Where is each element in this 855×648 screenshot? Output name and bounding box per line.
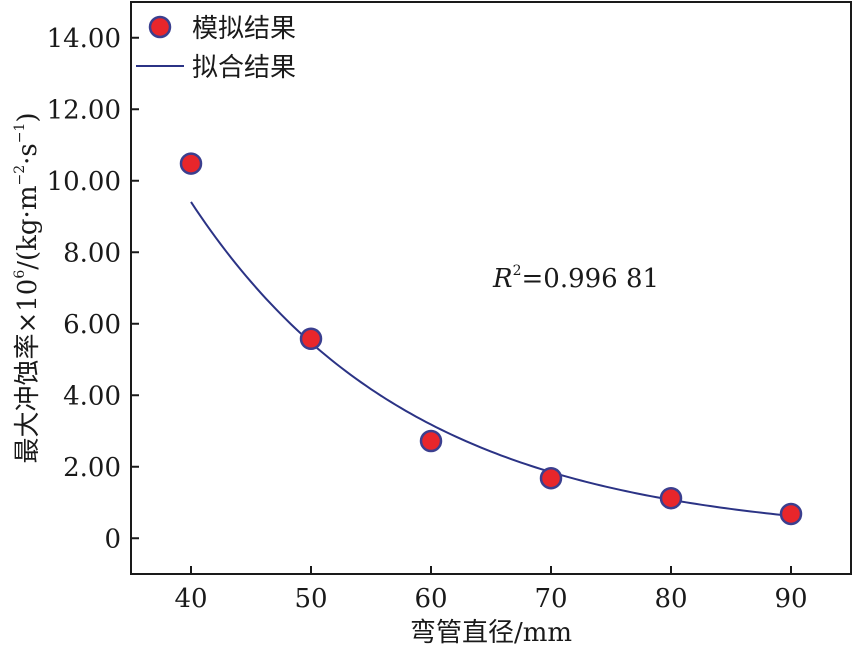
x-tick-label: 80 (654, 584, 687, 614)
x-tick-label: 40 (174, 584, 207, 614)
data-point (779, 502, 803, 526)
y-axis-title: 最大冲蚀率×106/(kg·m−2·s−1) (12, 112, 43, 463)
y-tick-label: 4.00 (63, 381, 121, 411)
data-point (659, 486, 683, 510)
x-tick-label: 90 (774, 584, 807, 614)
y-tick-label: 14.00 (47, 24, 121, 54)
y-tick-label: 8.00 (63, 238, 121, 268)
y-title-unit-exp-b: −1 (12, 123, 28, 144)
y-tick-label: 10.00 (47, 167, 121, 197)
y-tick-label: 6.00 (63, 310, 121, 340)
legend-label-points: 模拟结果 (192, 14, 296, 44)
y-title-unit-a: /(kg·m (13, 186, 43, 270)
data-point (419, 429, 443, 453)
data-points (179, 152, 803, 526)
r-squared-annotation: R2=0.996 81 (492, 263, 659, 294)
plot-frame (130, 1, 852, 575)
x-axis-title: 弯管直径/mm (410, 618, 572, 648)
data-point (299, 327, 323, 351)
fit-line (190, 201, 792, 517)
y-axis-title-group: 最大冲蚀率×106/(kg·m−2·s−1) (12, 112, 43, 463)
x-tick-label: 50 (294, 584, 327, 614)
data-point (539, 466, 563, 490)
y-tick-label: 2.00 (63, 453, 121, 483)
legend: 模拟结果 拟合结果 (136, 14, 296, 83)
r-value: =0.996 81 (522, 264, 660, 294)
r-exponent: 2 (513, 263, 522, 279)
y-title-main: 最大冲蚀率×10 (13, 279, 43, 464)
x-tick-label: 60 (414, 584, 447, 614)
r-symbol: R (492, 264, 513, 294)
y-title-unit-c: ) (13, 112, 43, 122)
y-axis-ticks: 0 2.00 4.00 6.00 8.00 10.00 12.00 14.00 (47, 24, 139, 554)
x-axis-ticks: 40 50 60 70 80 90 (174, 566, 808, 614)
y-title-unit-b: ·s (13, 143, 43, 165)
y-title-unit-exp-a: −2 (12, 165, 28, 186)
legend-label-line: 拟合结果 (192, 53, 296, 83)
y-title-exp: 6 (12, 270, 28, 279)
y-tick-label: 12.00 (47, 95, 121, 125)
data-point (179, 152, 203, 175)
legend-marker-points (148, 15, 172, 39)
x-tick-label: 70 (534, 584, 567, 614)
y-tick-label: 0 (104, 524, 121, 554)
